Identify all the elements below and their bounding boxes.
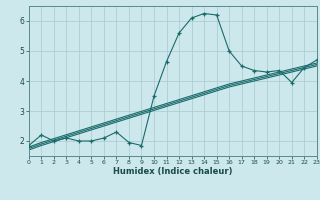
X-axis label: Humidex (Indice chaleur): Humidex (Indice chaleur): [113, 167, 233, 176]
